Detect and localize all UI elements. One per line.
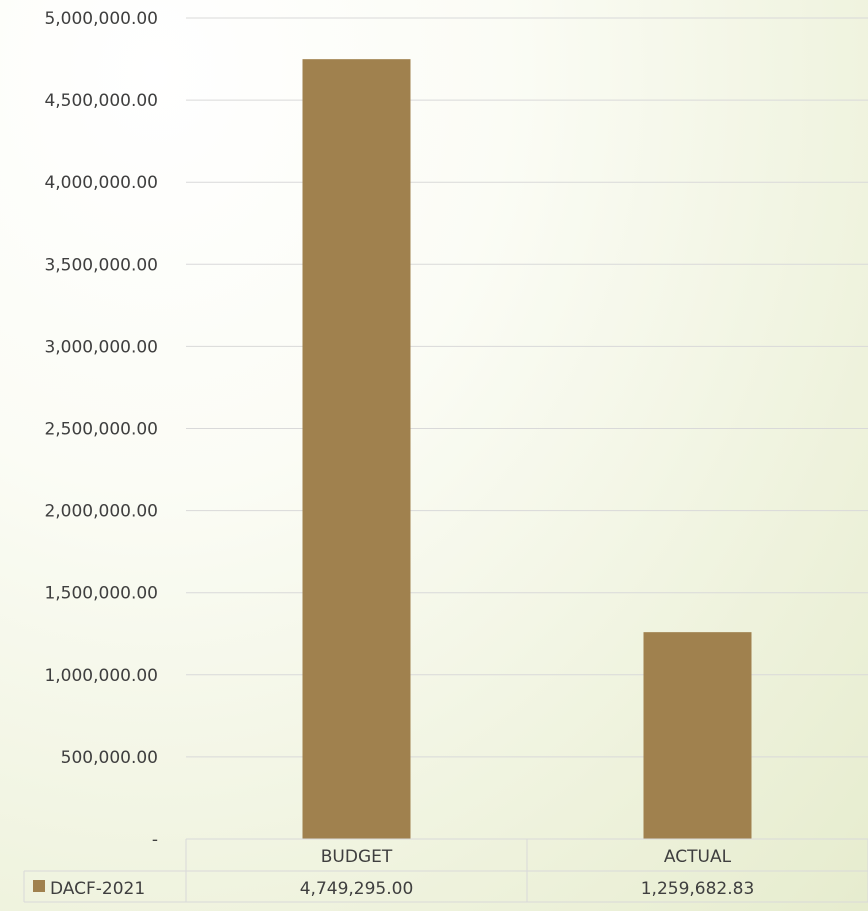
category-label: ACTUAL <box>664 847 732 867</box>
y-tick-label: 5,000,000.00 <box>44 9 158 29</box>
y-tick-label: 1,000,000.00 <box>44 666 158 686</box>
bar-actual <box>643 632 752 839</box>
bars <box>302 59 752 839</box>
y-tick-label: 3,500,000.00 <box>44 255 158 275</box>
category-label: BUDGET <box>321 847 393 867</box>
y-tick-label: 4,000,000.00 <box>44 173 158 193</box>
data-value-label: 1,259,682.83 <box>641 879 755 899</box>
y-tick-label: - <box>152 830 158 850</box>
y-tick-label: 500,000.00 <box>61 748 158 768</box>
gridlines <box>186 17 868 758</box>
data-value-label: 4,749,295.00 <box>300 879 414 899</box>
y-tick-label: 1,500,000.00 <box>44 584 158 604</box>
y-tick-label: 2,000,000.00 <box>44 502 158 522</box>
y-axis-tick-labels: - 500,000.00 1,000,000.00 1,500,000.00 2,000… <box>44 9 158 850</box>
y-tick-label: 2,500,000.00 <box>44 420 158 440</box>
legend-series-name: DACF-2021 <box>50 879 145 899</box>
bar-budget <box>302 59 411 839</box>
legend-swatch <box>33 880 45 892</box>
y-tick-label: 3,000,000.00 <box>44 337 158 357</box>
y-tick-label: 4,500,000.00 <box>44 91 158 111</box>
data-table: BUDGET 4,749,295.00 ACTUAL 1,259,682.83 DACF… <box>23 838 868 903</box>
